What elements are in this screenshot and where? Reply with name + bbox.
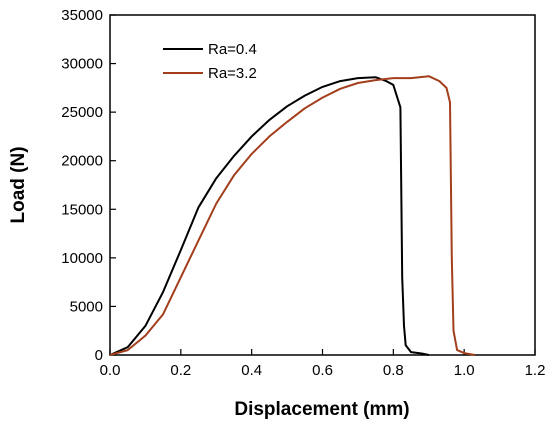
legend-label-ra-0-4: Ra=0.4 xyxy=(208,41,257,58)
series-line-ra-3-2 xyxy=(109,75,475,356)
y-tick-label: 10000 xyxy=(61,250,103,267)
y-tick-label: 25000 xyxy=(61,104,103,121)
x-axis-label: Displacement (mm) xyxy=(234,399,409,420)
x-tick-label: 0.2 xyxy=(170,362,191,379)
y-tick-label: 15000 xyxy=(61,201,103,218)
tick-group: 0.0 0.2 0.4 0.6 0.8 1.0 1.2 0 5000 10000 15000 2000… xyxy=(61,7,545,379)
y-tick-label: 30000 xyxy=(61,56,103,73)
series-line-ra-0-4 xyxy=(109,76,430,356)
y-tick-label: 0 xyxy=(95,347,103,364)
x-tick-label: 1.0 xyxy=(454,362,475,379)
y-tick-label: 35000 xyxy=(61,7,103,24)
x-tick-label: 1.2 xyxy=(525,362,546,379)
x-tick-label: 0.0 xyxy=(100,362,121,379)
x-tick-label: 0.8 xyxy=(383,362,404,379)
plot-frame xyxy=(109,14,536,356)
y-tick-label: 20000 xyxy=(61,153,103,170)
x-tick-label: 0.4 xyxy=(241,362,262,379)
series-group xyxy=(109,75,475,356)
y-tick-label: 5000 xyxy=(70,298,103,315)
legend: Ra=0.4 Ra=3.2 xyxy=(163,41,257,82)
legend-label-ra-3-2: Ra=3.2 xyxy=(208,65,257,82)
y-axis-label: Load (N) xyxy=(8,146,29,223)
x-tick-label: 0.6 xyxy=(312,362,333,379)
